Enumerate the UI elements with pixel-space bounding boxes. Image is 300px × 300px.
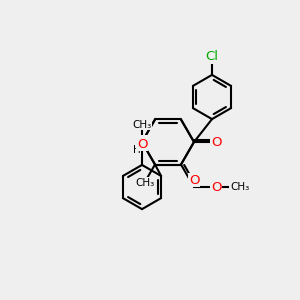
Text: H: H (133, 145, 141, 155)
Text: O: O (137, 138, 147, 151)
Text: CH₃: CH₃ (230, 182, 249, 192)
Text: CH₃: CH₃ (135, 178, 154, 188)
Text: N: N (137, 136, 147, 148)
Text: O: O (189, 173, 199, 187)
Text: CH₃: CH₃ (132, 120, 152, 130)
Text: O: O (211, 181, 221, 194)
Text: O: O (211, 136, 221, 148)
Text: Cl: Cl (206, 50, 218, 63)
